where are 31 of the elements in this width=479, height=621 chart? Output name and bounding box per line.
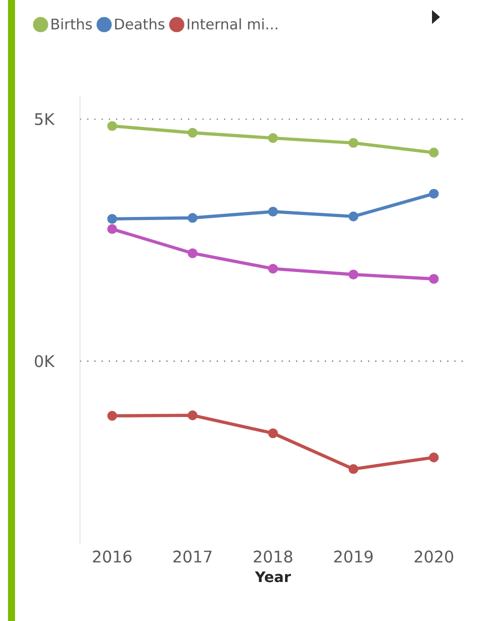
point bbox=[107, 224, 118, 234]
point bbox=[348, 270, 358, 280]
point bbox=[268, 206, 278, 217]
x-tick-label: 2019 bbox=[334, 550, 373, 563]
point bbox=[268, 133, 278, 143]
point bbox=[348, 138, 358, 148]
point bbox=[107, 121, 118, 131]
point bbox=[107, 410, 118, 421]
point bbox=[428, 274, 439, 284]
y-tick-label: 5K bbox=[35, 113, 55, 126]
point bbox=[428, 452, 439, 462]
point bbox=[428, 148, 439, 158]
point bbox=[428, 188, 439, 199]
point bbox=[268, 264, 278, 274]
x-tick-label: 2016 bbox=[92, 550, 132, 563]
legend-label: Deaths bbox=[115, 18, 164, 30]
point bbox=[188, 213, 198, 223]
x-tick-label: 2017 bbox=[173, 550, 212, 563]
x-tick-label: 2018 bbox=[254, 550, 292, 563]
point bbox=[188, 410, 198, 420]
point bbox=[188, 248, 198, 258]
point bbox=[348, 212, 358, 222]
point bbox=[348, 464, 358, 474]
point bbox=[268, 428, 278, 438]
x-tick-label: 2020 bbox=[414, 550, 454, 563]
legend-label: Internal mi... bbox=[188, 18, 278, 30]
legend-label: Births bbox=[52, 18, 92, 30]
point bbox=[107, 214, 118, 224]
x-axis-title: Year bbox=[254, 571, 291, 582]
point bbox=[188, 128, 198, 138]
y-tick-label: 0K bbox=[34, 355, 55, 368]
